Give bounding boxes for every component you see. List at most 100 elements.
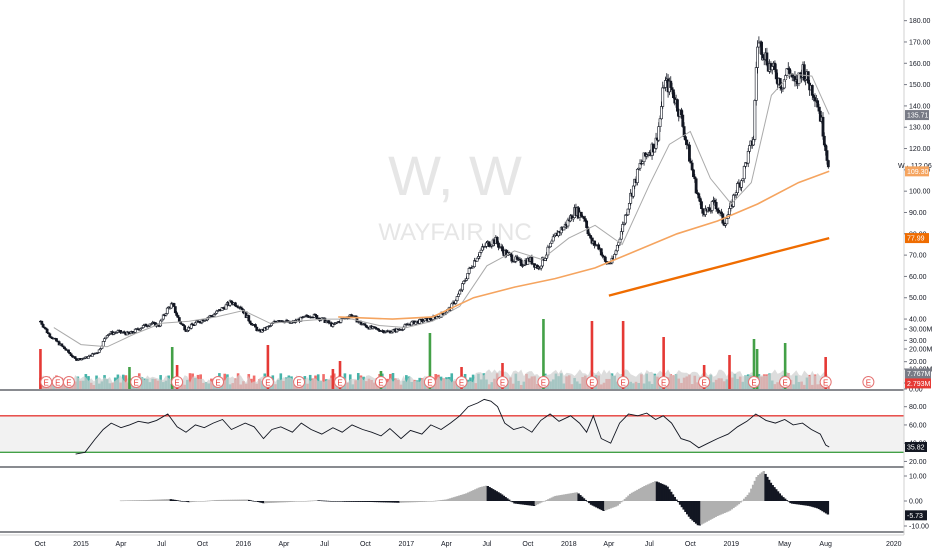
macd-histogram-bar xyxy=(523,501,527,505)
macd-histogram-bar xyxy=(483,486,486,501)
price-tag-3-box xyxy=(905,166,929,177)
macd-histogram-bar xyxy=(185,501,189,502)
earnings-marker[interactable] xyxy=(40,376,53,388)
earnings-marker-label: E xyxy=(701,379,706,388)
earnings-marker[interactable] xyxy=(455,376,468,388)
macd-histogram-bar xyxy=(595,501,598,508)
macd-histogram-bar xyxy=(240,499,244,501)
macd-histogram-bar xyxy=(630,492,634,501)
earnings-marker[interactable] xyxy=(130,376,143,388)
candle-body xyxy=(757,42,761,48)
volume-bar xyxy=(450,373,454,389)
earnings-marker[interactable] xyxy=(261,376,274,388)
candle-body xyxy=(700,201,703,209)
earnings-marker[interactable] xyxy=(374,376,387,388)
macd-histogram-bar xyxy=(353,501,356,502)
time-tick-label: Aug xyxy=(819,541,832,548)
candle-body xyxy=(67,349,70,353)
macd-histogram-bar xyxy=(467,492,470,501)
macd-histogram-bar xyxy=(278,501,281,503)
macd-current-tag-label: -5.73 xyxy=(907,513,923,520)
macd-histogram-bar xyxy=(224,499,228,501)
time-tick-label: Jul xyxy=(645,541,654,548)
macd-histogram-bar xyxy=(760,472,764,501)
macd-histogram-bar xyxy=(486,486,490,501)
time-tick-label: Oct xyxy=(197,541,208,548)
macd-histogram-bar xyxy=(618,501,621,504)
volume-tag-2-label: 2.793M xyxy=(907,381,931,388)
macd-histogram-bar xyxy=(207,500,210,502)
macd-histogram-bar xyxy=(475,488,479,501)
time-axis[interactable]: Oct 2015 Apr Jul Oct 2016 Apr Jul Oct 2017 Apr Jul O… xyxy=(0,534,904,548)
time-tick-label: Jul xyxy=(157,541,166,548)
earnings-marker[interactable] xyxy=(171,376,184,388)
macd-histogram-bar xyxy=(564,494,568,501)
macd-histogram-bar xyxy=(646,484,650,501)
price-axis[interactable]: 10.00 20.00 30.00 40.00 50.00 60.00 70.00 80.00… xyxy=(903,0,932,535)
candle-body xyxy=(621,224,625,232)
macd-histogram-bar xyxy=(536,501,539,505)
macd-histogram-bar xyxy=(242,499,246,501)
macd-histogram-bar xyxy=(474,489,477,501)
price-tick-label: 120.00 xyxy=(909,146,931,153)
candle-body xyxy=(247,315,251,322)
macd-histogram-bar xyxy=(443,499,447,501)
earnings-marker[interactable] xyxy=(293,376,306,388)
macd-histogram-bar xyxy=(504,497,507,501)
macd-histogram-bar xyxy=(228,499,231,501)
price-layer xyxy=(39,36,830,362)
macd-histogram-bar xyxy=(192,501,196,502)
volume-average-area xyxy=(40,369,829,389)
macd-histogram-bar xyxy=(294,501,297,502)
earnings-marker[interactable] xyxy=(212,376,225,388)
earnings-marker[interactable] xyxy=(779,376,792,388)
earnings-marker[interactable] xyxy=(819,376,832,388)
macd-histogram-bar xyxy=(344,501,347,502)
macd-histogram-bar xyxy=(543,500,546,502)
macd-histogram-bar xyxy=(239,499,242,501)
macd-histogram-bar xyxy=(175,500,178,501)
earnings-marker[interactable] xyxy=(423,376,436,388)
earnings-marker[interactable] xyxy=(334,376,347,388)
rsi-layer xyxy=(75,398,830,455)
macd-histogram-bar xyxy=(596,501,600,509)
macd-tick-label: 0.00 xyxy=(909,499,923,506)
macd-histogram-bar xyxy=(582,498,586,501)
macd-histogram-bar xyxy=(417,501,420,503)
macd-histogram-bar xyxy=(477,487,481,501)
watermark-symbol: W, W xyxy=(388,144,522,207)
macd-histogram-bar xyxy=(540,501,543,503)
candle-body xyxy=(684,136,687,141)
macd-histogram-bar xyxy=(484,485,488,501)
earnings-marker[interactable] xyxy=(698,376,711,388)
earnings-marker[interactable] xyxy=(617,376,630,388)
macd-histogram-bar xyxy=(645,485,648,501)
earnings-marker[interactable] xyxy=(496,376,509,388)
macd-histogram-bar xyxy=(189,501,192,503)
earnings-marker[interactable] xyxy=(862,376,875,388)
pane-separators[interactable] xyxy=(0,389,904,533)
macd-histogram-bar xyxy=(799,501,803,505)
earnings-marker[interactable] xyxy=(657,376,670,388)
candle-body xyxy=(254,324,257,328)
candle-body xyxy=(173,306,177,314)
macd-histogram-bar xyxy=(321,500,324,502)
macd-histogram-bar xyxy=(196,501,199,502)
candle-body xyxy=(756,46,759,68)
earnings-marker[interactable] xyxy=(747,376,760,388)
earnings-marker[interactable] xyxy=(585,376,598,388)
macd-histogram-bar xyxy=(272,501,276,503)
macd-histogram-bar xyxy=(723,501,726,514)
candle-body xyxy=(177,317,181,322)
macd-histogram-bar xyxy=(725,501,728,513)
macd-histogram-bar xyxy=(139,500,142,501)
earnings-marker[interactable] xyxy=(537,376,550,388)
macd-histogram-bar xyxy=(641,486,644,501)
macd-histogram-bar xyxy=(288,501,292,502)
earnings-marker[interactable] xyxy=(62,376,75,388)
macd-histogram-bar xyxy=(499,493,502,501)
macd-histogram-bar xyxy=(625,497,628,501)
